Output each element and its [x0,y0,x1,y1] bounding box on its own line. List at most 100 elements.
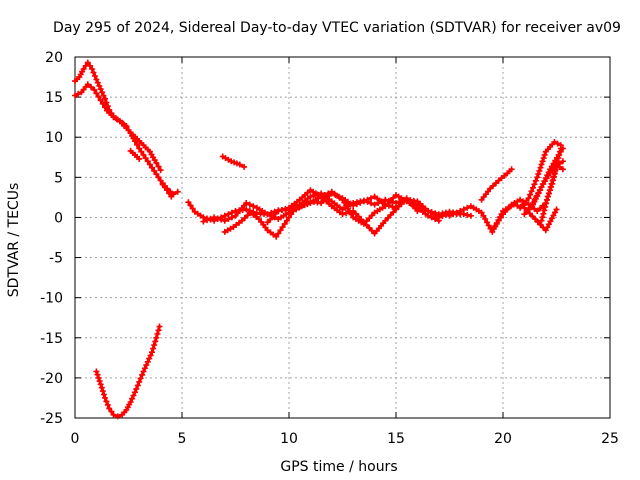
data-point [371,201,378,208]
data-point [102,104,108,111]
data-point [89,66,96,72]
series-right-peak-4 [538,145,564,224]
data-point [546,187,553,194]
data-point [221,217,228,224]
data-point [233,160,240,167]
data-point [282,205,289,212]
data-point [530,184,536,191]
plot-frame [74,56,611,419]
data-point [538,161,545,168]
data-point [497,214,504,221]
data-point [136,145,143,152]
data-point [321,192,328,198]
data-point [90,69,97,76]
data-point [93,90,100,97]
data-point [557,145,564,152]
data-point [142,155,149,162]
data-point [304,201,311,208]
x-tick-label: 15 [387,431,405,447]
y-tick-label: 0 [54,210,63,226]
data-point [207,215,214,222]
data-point [482,216,489,222]
data-point [204,217,210,224]
data-point [155,174,162,181]
data-point [527,191,534,198]
data-point [478,209,485,216]
data-point [110,411,117,418]
data-point [116,118,123,125]
data-point [153,159,160,166]
data-point [75,90,82,97]
data-point [435,217,442,224]
data-point [346,209,353,216]
data-point [189,205,196,212]
data-point [93,76,100,83]
series-mid-d [264,187,421,237]
data-point [439,213,446,220]
data-point [151,167,158,174]
data-point [368,195,374,202]
data-point [350,202,357,209]
series-side-drop [127,147,143,162]
x-axis-title: GPS time / hours [280,459,397,475]
data-point [531,181,538,188]
data-point [535,190,542,197]
data-point [535,171,542,178]
data-point [298,203,305,210]
data-point [113,116,120,123]
data-point [549,177,556,184]
data-point [149,349,155,356]
data-point [277,227,284,234]
data-point [250,203,257,210]
data-point [154,331,161,337]
data-point [149,164,155,171]
data-point [153,334,160,341]
data-point [542,203,549,210]
data-point [432,216,439,222]
data-point [153,171,160,178]
y-tick-labels: -25 -20 -15 -10 -5 0 5 10 15 20 [40,50,63,427]
data-point [97,381,104,388]
data-point [140,151,147,158]
data-point [243,200,250,206]
data-point [446,212,453,219]
x-tick-label: 0 [71,431,80,447]
data-point [278,207,285,213]
data-point [139,371,146,378]
data-point [151,342,158,348]
data-point [339,211,346,218]
data-point [543,200,550,207]
data-point [131,389,138,396]
data-point [539,158,546,165]
data-point [532,177,539,184]
series-upper-band-2 [72,81,130,129]
data-point [467,212,474,219]
data-point [464,204,471,211]
data-point [96,378,103,385]
data-point [325,190,332,197]
series-right-peak-3 [530,161,566,206]
data-point [525,195,532,202]
data-point [84,59,91,66]
data-point [155,163,162,170]
data-point [353,201,360,208]
data-point [134,382,141,389]
data-point [94,79,101,86]
grid [75,57,610,418]
data-point [103,398,110,405]
data-point [114,413,121,420]
data-point [94,371,101,378]
data-point [147,352,154,359]
data-point [157,167,164,174]
data-point [97,97,104,104]
data-point [98,384,105,391]
data-point [537,164,544,171]
data-point [364,196,371,203]
data-point [146,161,153,168]
data-point [99,100,106,107]
data-point [200,218,207,225]
data-point [536,167,543,174]
data-point [533,193,540,200]
data-point [72,92,78,99]
series-right-rise-1 [478,166,515,203]
